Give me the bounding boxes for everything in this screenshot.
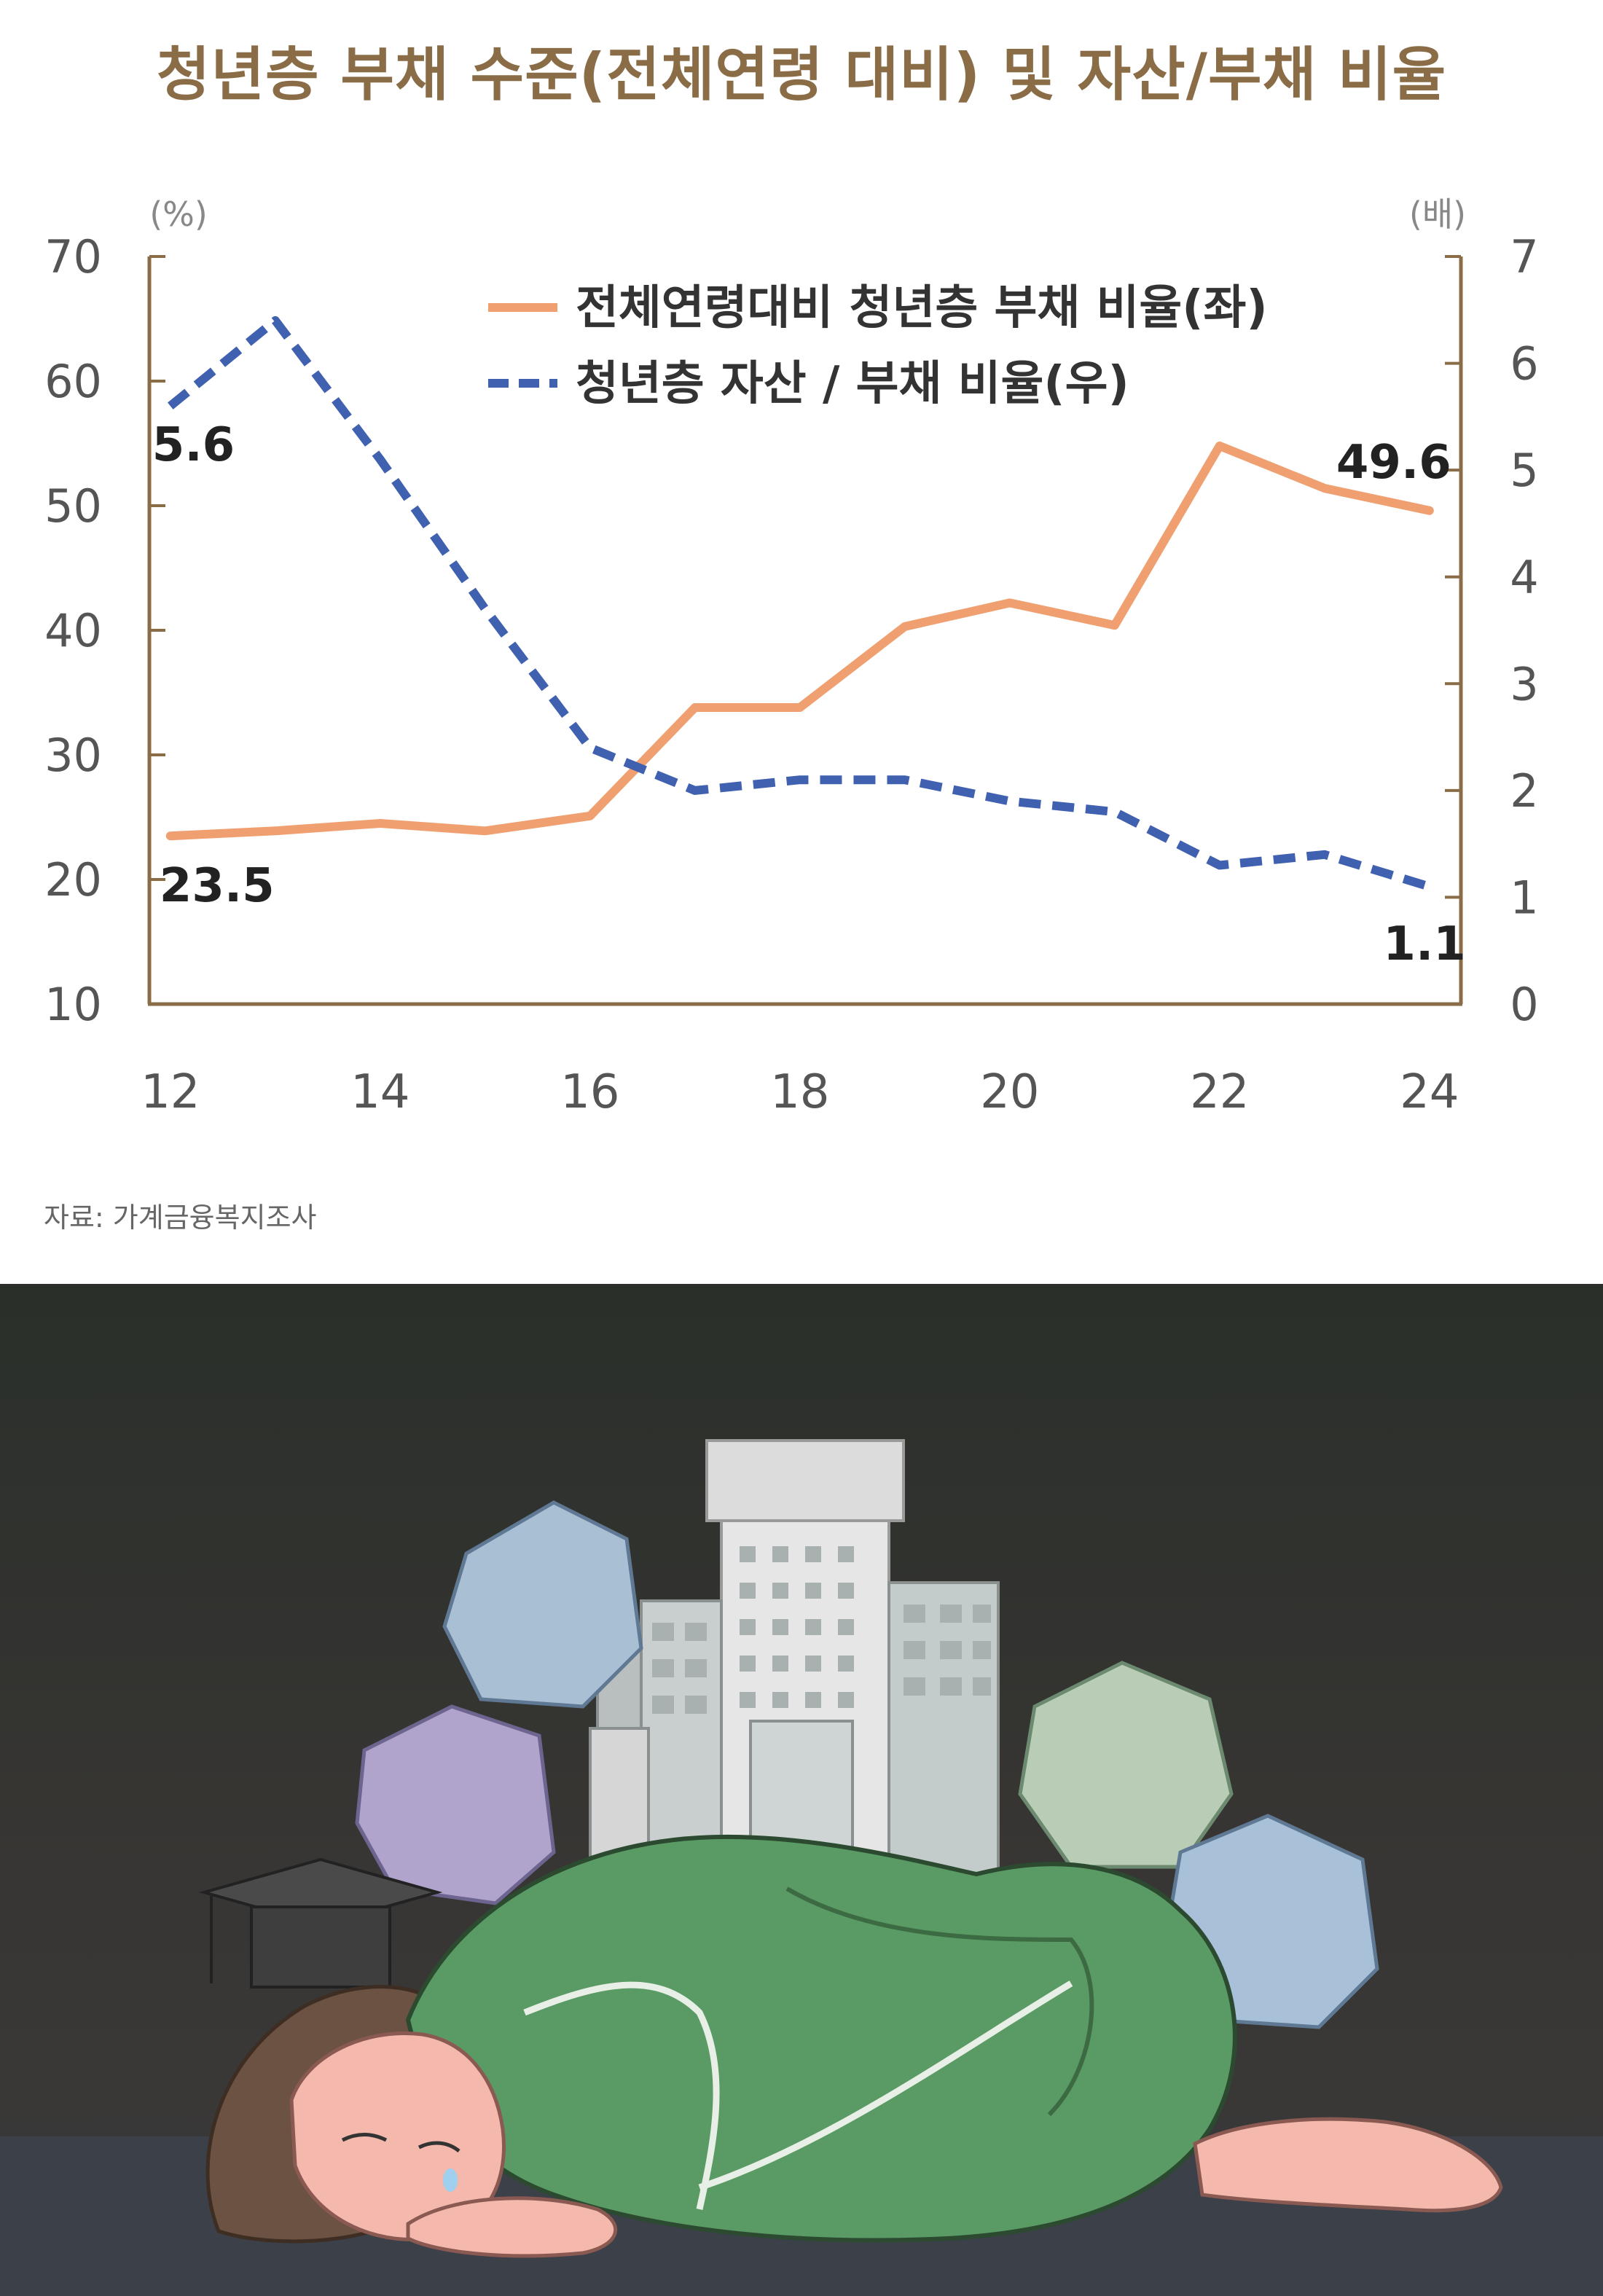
- feet: [1193, 2117, 1503, 2213]
- x-tick-label: 24: [1400, 1065, 1459, 1119]
- rock-purple: [355, 1704, 556, 1905]
- x-tick-label: 16: [560, 1065, 619, 1119]
- right-tick-label: 3: [1510, 657, 1538, 710]
- right-tick-label: 1: [1510, 871, 1538, 924]
- source-note: 자료: 가계금융복지조사: [44, 1202, 317, 1234]
- left-tick-label: 20: [44, 853, 102, 906]
- annotation-asset-start: 5.6: [152, 418, 235, 472]
- right-tick-label: 7: [1510, 230, 1538, 283]
- right-axis-unit: (배): [1409, 195, 1466, 234]
- x-tick-label: 12: [141, 1065, 200, 1119]
- hand: [406, 2196, 618, 2258]
- rock-blue-left: [442, 1500, 643, 1709]
- rock-green: [1018, 1661, 1234, 1869]
- annotation-debt-end: 49.6: [1336, 436, 1451, 490]
- right-tick-label: 6: [1510, 337, 1538, 391]
- tear-drop: [443, 2168, 458, 2192]
- left-axis-unit: (%): [149, 195, 208, 234]
- x-tick-label: 20: [980, 1065, 1039, 1119]
- graduation-cap: [198, 1857, 443, 1989]
- x-tick-label: 18: [770, 1065, 829, 1119]
- left-tick-label: 60: [44, 355, 102, 408]
- annotation-asset-end: 1.1: [1383, 917, 1465, 971]
- debt-illustration: [0, 1284, 1603, 2296]
- annotation-debt-start: 23.5: [160, 859, 275, 913]
- series-line-asset-debt-ratio: [168, 316, 1431, 891]
- right-tick-label: 4: [1510, 551, 1538, 604]
- right-tick-label: 2: [1510, 764, 1538, 818]
- x-tick-label: 14: [350, 1065, 409, 1119]
- right-tick-label: 5: [1510, 444, 1538, 497]
- left-tick-label: 50: [44, 479, 102, 533]
- legend-label: 전체연령대비 청년층 부채 비율(좌): [576, 281, 1268, 335]
- left-tick-label: 70: [44, 230, 102, 283]
- x-tick-label: 22: [1190, 1065, 1249, 1119]
- sweater-stripe: [523, 1981, 720, 2210]
- green-sweater: [405, 1834, 1237, 2243]
- left-tick-label: 40: [44, 604, 102, 657]
- series-line-debt-ratio: [165, 441, 1434, 841]
- left-tick-label: 10: [44, 978, 102, 1031]
- left-tick-label: 30: [44, 729, 102, 782]
- right-tick-label: 0: [1510, 978, 1538, 1031]
- sweater-stripe-2: [698, 1980, 1073, 2191]
- legend-label: 청년층 자산 / 부채 비율(우): [576, 357, 1129, 411]
- chart-title: 청년층 부채 수준(전체연령 대비) 및 자산/부채 비율: [156, 41, 1447, 109]
